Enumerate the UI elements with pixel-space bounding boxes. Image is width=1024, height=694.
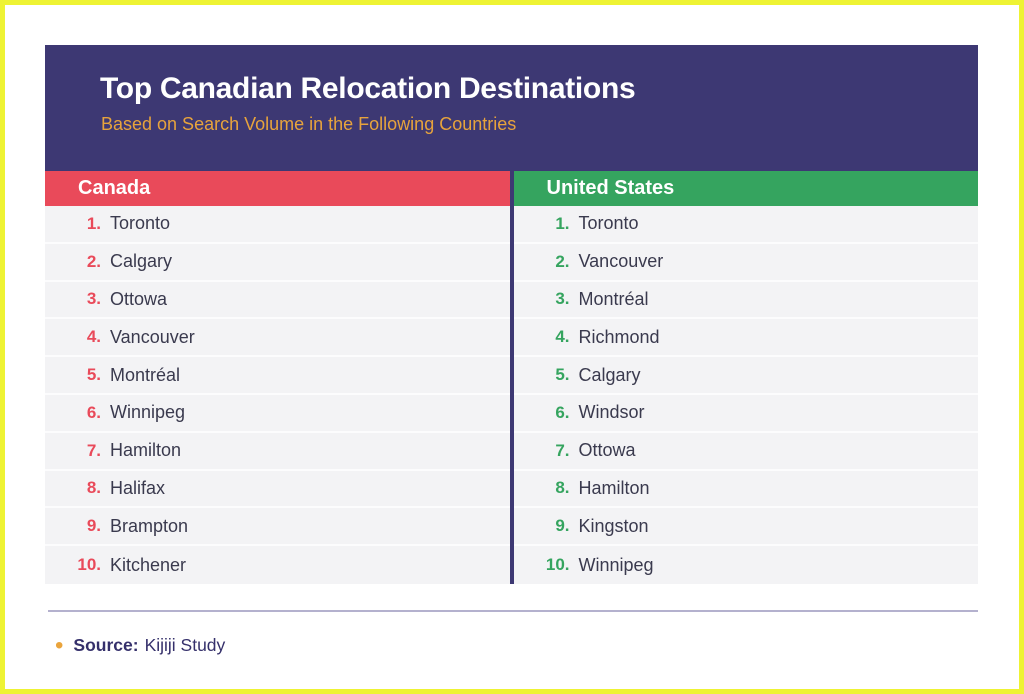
list-item: 2. Calgary (45, 244, 510, 282)
list-item: 3. Ottowa (45, 282, 510, 320)
list-item: 3. Montréal (513, 282, 978, 320)
rank-number: 3. (555, 289, 570, 309)
column-divider-top (509, 171, 514, 206)
column-headers: Canada United States (45, 171, 978, 206)
list-item: 1. Toronto (45, 206, 510, 244)
rank-number: 7. (86, 440, 101, 460)
ranking-lists: 1. Toronto 2. Calgary 3. Ottowa 4. Vancouver 5. M… (45, 206, 978, 584)
list-item: 5. Montréal (45, 357, 510, 395)
list-item: 9. Brampton (45, 508, 510, 547)
list-item: 6. Windsor (513, 395, 978, 433)
list-item: 10. Winnipeg (514, 546, 979, 584)
city-name: Hamilton (578, 477, 650, 498)
rank-number: 8. (86, 478, 101, 498)
rank-number: 9. (86, 516, 101, 536)
list-item: 2. Vancouver (513, 244, 978, 282)
city-name: Vancouver (110, 326, 195, 347)
list-item: 7. Hamilton (45, 433, 510, 471)
column-header-canada-label: Canada (78, 177, 151, 199)
city-name: Montréal (110, 364, 181, 385)
rank-number: 4. (555, 327, 570, 347)
city-name: Vancouver (578, 251, 664, 272)
city-name: Kitchener (110, 554, 187, 575)
city-name: Winnipeg (578, 554, 654, 575)
city-name: Brampton (110, 515, 189, 536)
page-subtitle: Based on Search Volume in the Following … (101, 114, 517, 134)
city-name: Montréal (578, 288, 649, 309)
rank-number: 1. (555, 213, 570, 233)
city-name: Hamilton (110, 440, 182, 461)
bullet-icon: • (55, 631, 64, 659)
city-name: Calgary (110, 251, 173, 272)
rank-number: 10. (545, 555, 570, 575)
city-name: Windsor (578, 402, 645, 423)
column-divider (509, 206, 514, 584)
list-item: 8. Hamilton (513, 471, 978, 509)
list-item: 10. Kitchener (45, 546, 510, 584)
list-item: 4. Richmond (513, 319, 978, 358)
list-item: 5. Calgary (513, 357, 978, 395)
page-title: Top Canadian Relocation Destinations (100, 72, 636, 105)
city-name: Ottowa (578, 440, 636, 461)
city-name: Halifax (110, 477, 166, 498)
city-name: Ottowa (110, 288, 168, 309)
rank-number: 7. (555, 440, 570, 460)
rank-number: 6. (555, 402, 570, 422)
list-item: 8. Halifax (45, 471, 510, 509)
header-banner: Top Canadian Relocation Destinations Bas… (45, 45, 978, 171)
column-header-canada: Canada (45, 171, 510, 206)
rank-number: 4. (86, 327, 101, 347)
list-item: 9. Kingston (513, 508, 978, 547)
source-label: Source: (73, 635, 139, 656)
rank-number: 6. (86, 402, 101, 422)
rank-number: 2. (86, 251, 101, 271)
rank-number: 9. (555, 516, 570, 536)
rank-number: 3. (86, 289, 101, 309)
rank-number: 1. (86, 213, 101, 233)
column-header-united-states-label: United States (546, 177, 675, 199)
footer-divider (48, 609, 978, 612)
city-name: Richmond (578, 326, 660, 347)
rank-number: 5. (86, 365, 101, 385)
rank-number: 8. (555, 478, 570, 498)
source-line: • Source: Kijiji Study (55, 631, 978, 659)
city-name: Kingston (578, 515, 649, 536)
city-name: Toronto (578, 213, 639, 234)
list-item: 1. Toronto (513, 206, 978, 244)
source-value: Kijiji Study (144, 635, 226, 656)
list-item: 7. Ottowa (513, 433, 978, 471)
canada-ranking-list: 1. Toronto 2. Calgary 3. Ottowa 4. Vancouver 5. M… (45, 206, 510, 584)
list-item: 6. Winnipeg (45, 395, 510, 433)
list-item: 4. Vancouver (45, 319, 510, 358)
rank-number: 5. (555, 365, 570, 385)
city-name: Calgary (578, 364, 641, 385)
city-name: Winnipeg (110, 402, 186, 423)
column-header-united-states: United States (513, 171, 978, 206)
rank-number: 10. (77, 555, 101, 575)
united-states-ranking-list: 1. Toronto 2. Vancouver 3. Montréal 4. Richmond… (513, 206, 979, 584)
city-name: Toronto (110, 213, 171, 234)
rank-number: 2. (555, 251, 570, 271)
